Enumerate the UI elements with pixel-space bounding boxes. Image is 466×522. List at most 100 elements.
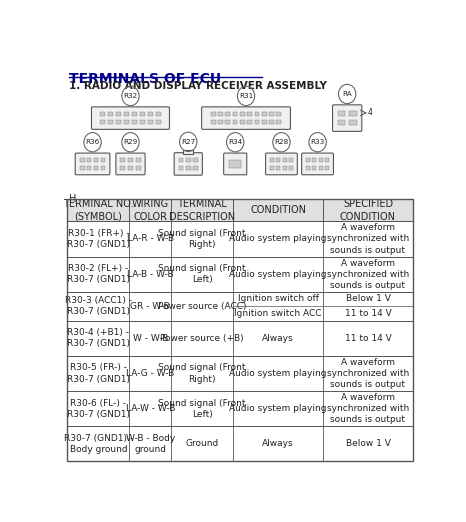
Text: Sound signal (Front
Right): Sound signal (Front Right): [158, 229, 246, 249]
Bar: [312, 165, 316, 170]
Bar: [178, 165, 183, 170]
Bar: [319, 165, 322, 170]
Text: Power source (ACC): Power source (ACC): [158, 302, 247, 311]
Bar: [193, 158, 198, 162]
Bar: [124, 112, 129, 116]
Bar: [67, 199, 413, 221]
Text: R30-7 (GND1) -
Body ground: R30-7 (GND1) - Body ground: [64, 434, 133, 454]
Bar: [240, 120, 245, 124]
Bar: [270, 158, 274, 162]
Bar: [289, 165, 293, 170]
Text: A waveform
synchronized with
sounds is output: A waveform synchronized with sounds is o…: [327, 358, 409, 389]
Bar: [254, 112, 260, 116]
Text: R34: R34: [228, 139, 242, 145]
FancyBboxPatch shape: [224, 153, 247, 175]
FancyBboxPatch shape: [91, 107, 170, 129]
Bar: [269, 120, 274, 124]
Bar: [193, 165, 198, 170]
Bar: [132, 112, 137, 116]
Bar: [148, 112, 153, 116]
Bar: [218, 112, 223, 116]
Bar: [140, 120, 145, 124]
Bar: [325, 158, 329, 162]
Bar: [226, 120, 230, 124]
Text: R30-3 (ACC1) -
R30-7 (GND1): R30-3 (ACC1) - R30-7 (GND1): [65, 296, 132, 316]
Bar: [178, 158, 183, 162]
Bar: [67, 356, 413, 391]
Text: 11 to 14 V: 11 to 14 V: [344, 309, 391, 318]
Bar: [276, 120, 281, 124]
Text: Power source (+B): Power source (+B): [160, 334, 244, 343]
Bar: [124, 120, 129, 124]
Text: R31: R31: [239, 93, 253, 99]
Bar: [94, 165, 98, 170]
Bar: [349, 120, 356, 125]
Text: A waveform
synchronized with
sounds is output: A waveform synchronized with sounds is o…: [327, 393, 409, 424]
Bar: [67, 321, 413, 356]
Text: 1. RADIO AND DISPLAY RECEIVER ASSEMBLY: 1. RADIO AND DISPLAY RECEIVER ASSEMBLY: [69, 81, 327, 91]
Bar: [325, 165, 329, 170]
Bar: [276, 112, 281, 116]
Text: Audio system playing: Audio system playing: [229, 404, 327, 413]
Bar: [120, 158, 125, 162]
Bar: [247, 112, 252, 116]
Text: Below 1 V: Below 1 V: [345, 440, 391, 448]
Bar: [247, 120, 252, 124]
Bar: [101, 158, 105, 162]
Bar: [132, 120, 137, 124]
Text: R30-4 (+B1) -
R30-7 (GND1): R30-4 (+B1) - R30-7 (GND1): [67, 328, 130, 349]
Bar: [67, 391, 413, 426]
Text: LA-W - W-B: LA-W - W-B: [125, 404, 175, 413]
Bar: [306, 165, 310, 170]
Bar: [67, 199, 413, 221]
Bar: [116, 120, 121, 124]
Bar: [67, 356, 413, 391]
Bar: [136, 165, 141, 170]
Text: Sound signal (Front
Right): Sound signal (Front Right): [158, 363, 246, 384]
Text: A waveform
synchronized with
sounds is output: A waveform synchronized with sounds is o…: [327, 223, 409, 255]
Bar: [94, 158, 98, 162]
Text: TERMINAL NO.
(SYMBOL): TERMINAL NO. (SYMBOL): [63, 199, 134, 221]
Bar: [87, 158, 91, 162]
Bar: [67, 426, 413, 461]
Bar: [120, 165, 125, 170]
Bar: [67, 199, 413, 461]
Bar: [262, 120, 267, 124]
Bar: [349, 111, 356, 116]
Text: R30-6 (FL-) -
R30-7 (GND1): R30-6 (FL-) - R30-7 (GND1): [67, 399, 130, 419]
FancyBboxPatch shape: [266, 153, 297, 175]
Text: Ignition switch ACC: Ignition switch ACC: [234, 309, 322, 318]
Bar: [269, 112, 274, 116]
Text: 11 to 14 V: 11 to 14 V: [344, 334, 391, 343]
Bar: [67, 321, 413, 356]
Text: R28: R28: [274, 139, 288, 145]
Bar: [100, 112, 105, 116]
Bar: [282, 165, 287, 170]
Text: TERMINAL
DESCRIPTION: TERMINAL DESCRIPTION: [169, 199, 235, 221]
Bar: [262, 112, 267, 116]
Text: TERMINALS OF ECU: TERMINALS OF ECU: [69, 72, 221, 86]
Text: A waveform
synchronized with
sounds is output: A waveform synchronized with sounds is o…: [327, 258, 409, 290]
Bar: [186, 165, 191, 170]
Bar: [226, 112, 230, 116]
Bar: [229, 160, 241, 168]
Text: R33: R33: [310, 139, 325, 145]
Bar: [67, 426, 413, 461]
Bar: [87, 165, 91, 170]
Text: R30-1 (FR+) -
R30-7 (GND1): R30-1 (FR+) - R30-7 (GND1): [67, 229, 130, 249]
Bar: [80, 165, 84, 170]
Text: R32: R32: [123, 93, 137, 99]
Text: Always: Always: [262, 440, 294, 448]
Text: Audio system playing: Audio system playing: [229, 234, 327, 243]
Text: R27: R27: [181, 139, 195, 145]
Bar: [306, 158, 310, 162]
Bar: [148, 120, 153, 124]
Text: WIRING
COLOR: WIRING COLOR: [132, 199, 169, 221]
Bar: [67, 256, 413, 292]
FancyBboxPatch shape: [202, 107, 290, 129]
Text: W-B - Body
ground: W-B - Body ground: [126, 434, 175, 454]
Text: Always: Always: [262, 334, 294, 343]
Bar: [289, 158, 293, 162]
Text: LA-B - W-B: LA-B - W-B: [127, 269, 173, 279]
Text: LA-R - W-B: LA-R - W-B: [127, 234, 174, 243]
